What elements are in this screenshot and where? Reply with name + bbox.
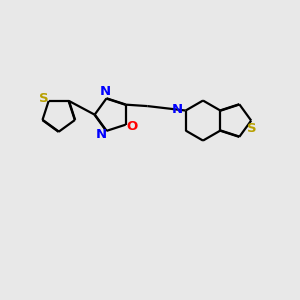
- Text: O: O: [126, 120, 138, 133]
- Text: N: N: [171, 103, 182, 116]
- Text: S: S: [247, 122, 256, 135]
- Text: N: N: [99, 85, 110, 98]
- Text: S: S: [40, 92, 49, 105]
- Text: N: N: [96, 128, 107, 141]
